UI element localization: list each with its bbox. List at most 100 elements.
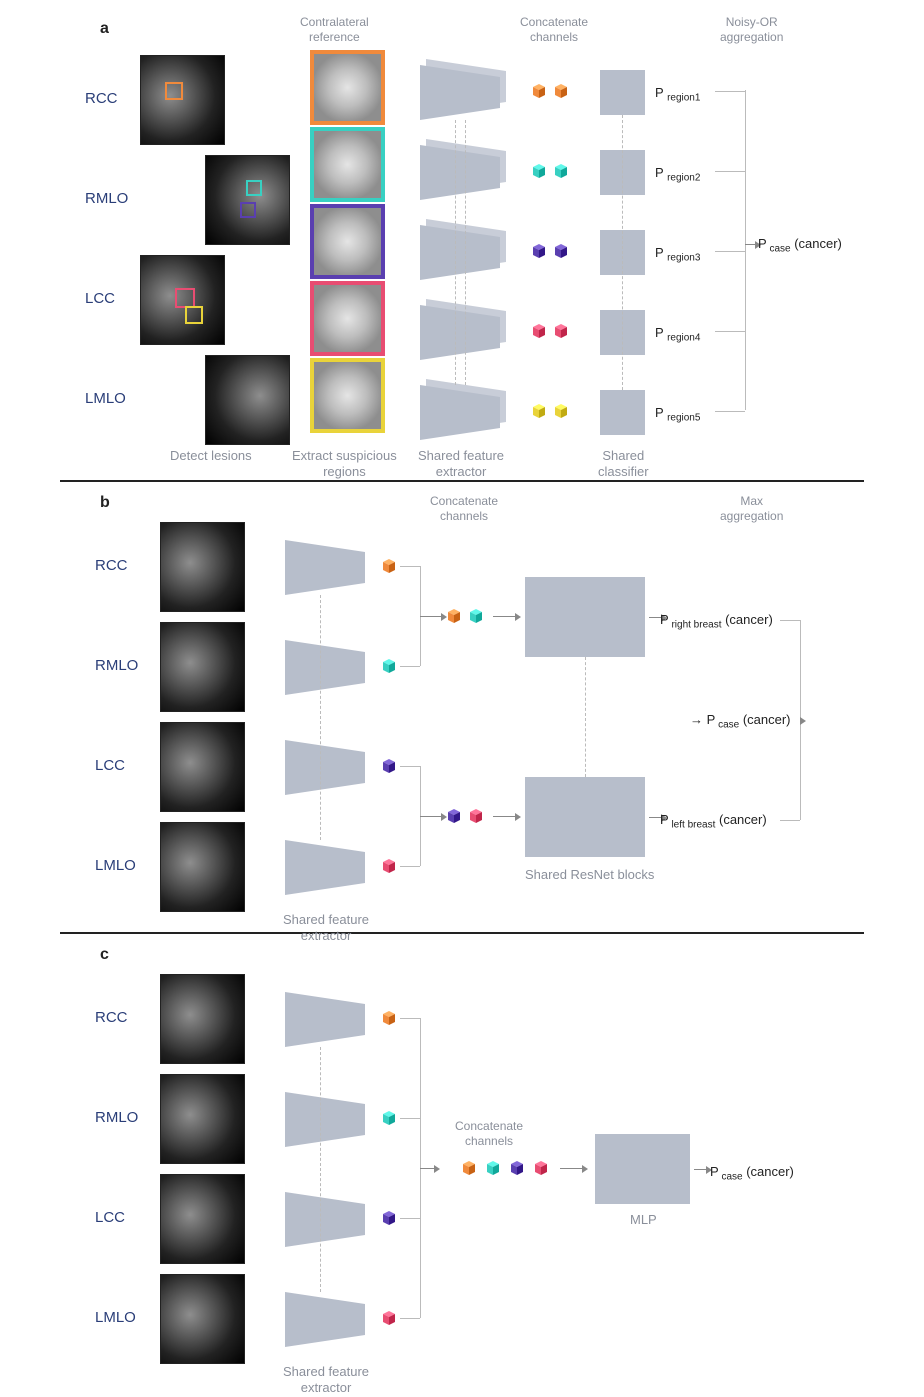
prob-right: P right breast (cancer) — [660, 612, 773, 631]
resnet-block-right — [525, 577, 645, 657]
footer-cls: Shared classifier — [598, 448, 649, 481]
cube-b-lcc — [380, 757, 398, 775]
arrow-case — [745, 244, 755, 245]
arrow-out-c — [694, 1169, 706, 1170]
cube-region3-b — [552, 242, 570, 260]
prob-left: P left breast (cancer) — [660, 812, 767, 831]
feature-extractor-c-2 — [285, 1092, 365, 1147]
footer-feat-c: Shared feature extractor — [283, 1364, 369, 1397]
view-label-lcc: LCC — [85, 290, 115, 307]
detect-box — [165, 82, 183, 100]
shared-weights-line — [320, 595, 321, 840]
header-concat-a: Concatenate channels — [520, 15, 588, 45]
detect-box — [240, 202, 256, 218]
shared-weights-line — [455, 120, 456, 385]
mammogram-lmlo — [205, 355, 290, 445]
view-label-c-lcc: LCC — [95, 1209, 125, 1226]
cube-region4-b — [552, 322, 570, 340]
connector-c — [400, 1018, 420, 1019]
patch-region3 — [310, 204, 385, 279]
feature-extractor-b-2 — [285, 640, 365, 695]
prob-region4: P region4 — [655, 325, 700, 344]
concat-cube-2 — [508, 1159, 526, 1177]
pair-cube-left-0 — [445, 807, 463, 825]
shared-weights-line — [585, 657, 586, 777]
connector — [400, 566, 420, 567]
agg-branch — [715, 251, 745, 252]
view-label-lmlo: LMLO — [85, 390, 126, 407]
pair-cube-left-1 — [467, 807, 485, 825]
feature-extractor-c-1 — [285, 992, 365, 1047]
resnet-block-left — [525, 777, 645, 857]
mammogram-c-rcc — [160, 974, 245, 1064]
mlp-block — [595, 1134, 690, 1204]
connector — [400, 866, 420, 867]
cube-b-rmlo — [380, 657, 398, 675]
panel-letter-a: a — [100, 20, 109, 38]
pair-cube-right-0 — [445, 607, 463, 625]
panel-letter-b: b — [100, 494, 110, 512]
agg-branch — [715, 411, 745, 412]
footer-detect: Detect lesions — [170, 448, 252, 464]
arrow-to-concat — [420, 1168, 434, 1169]
concat-cube-1 — [484, 1159, 502, 1177]
prob-region3: P region3 — [655, 245, 700, 264]
mammogram-b-rmlo — [160, 622, 245, 712]
classifier-box-1 — [600, 70, 645, 115]
mammogram-rcc — [140, 55, 225, 145]
header-concat-c: Concatenate channels — [455, 1119, 523, 1149]
mammogram-b-lcc — [160, 722, 245, 812]
connector-c — [400, 1218, 420, 1219]
connector-c — [400, 1318, 420, 1319]
footer-extract: Extract suspicious regions — [292, 448, 397, 481]
connector — [400, 666, 420, 667]
footer-resnet: Shared ResNet blocks — [525, 867, 654, 883]
header-max: Max aggregation — [720, 494, 783, 524]
mammogram-c-lcc — [160, 1174, 245, 1264]
mammogram-b-lmlo — [160, 822, 245, 912]
cube-region3-a — [530, 242, 548, 260]
mammogram-lcc — [140, 255, 225, 345]
pair-cube-right-1 — [467, 607, 485, 625]
patch-region2 — [310, 127, 385, 202]
arrow-to-pair-l — [420, 816, 441, 817]
feature-extractor-b-1 — [285, 540, 365, 595]
header-noisy-or: Noisy-OR aggregation — [720, 15, 783, 45]
cube-c-rmlo — [380, 1109, 398, 1127]
agg-branch — [715, 91, 745, 92]
patch-region1 — [310, 50, 385, 125]
panel-b: b Concatenate channelsMax aggregationRCC… — [0, 482, 924, 932]
detect-box — [175, 288, 195, 308]
patch-region4 — [310, 281, 385, 356]
view-label-b-rmlo: RMLO — [95, 657, 138, 674]
feature-extractor-5 — [420, 385, 500, 440]
prob-case-c: P case (cancer) — [710, 1164, 794, 1183]
feature-extractor-1 — [420, 65, 500, 120]
arrow-to-pair-r — [420, 616, 441, 617]
classifier-box-5 — [600, 390, 645, 435]
prob-case-b: → P case (cancer) — [690, 712, 791, 731]
cube-region1-b — [552, 82, 570, 100]
view-label-b-lmlo: LMLO — [95, 857, 136, 874]
shared-weights-line — [622, 115, 623, 390]
footer-mlp: MLP — [630, 1212, 657, 1228]
agg-bracket-v — [745, 90, 746, 410]
max-branch — [780, 620, 800, 621]
arrow-left — [493, 816, 515, 817]
feature-extractor-4 — [420, 305, 500, 360]
patch-region5 — [310, 358, 385, 433]
view-label-b-rcc: RCC — [95, 557, 128, 574]
concat-cube-3 — [532, 1159, 550, 1177]
detect-box — [246, 180, 262, 196]
max-branch — [780, 820, 800, 821]
view-label-c-rmlo: RMLO — [95, 1109, 138, 1126]
prob-region2: P region2 — [655, 165, 700, 184]
view-label-c-lmlo: LMLO — [95, 1309, 136, 1326]
shared-weights-line — [320, 1047, 321, 1292]
connector-c — [400, 1118, 420, 1119]
cube-b-rcc — [380, 557, 398, 575]
view-label-rmlo: RMLO — [85, 190, 128, 207]
cube-region4-a — [530, 322, 548, 340]
cube-region2-a — [530, 162, 548, 180]
cube-region5-b — [552, 402, 570, 420]
